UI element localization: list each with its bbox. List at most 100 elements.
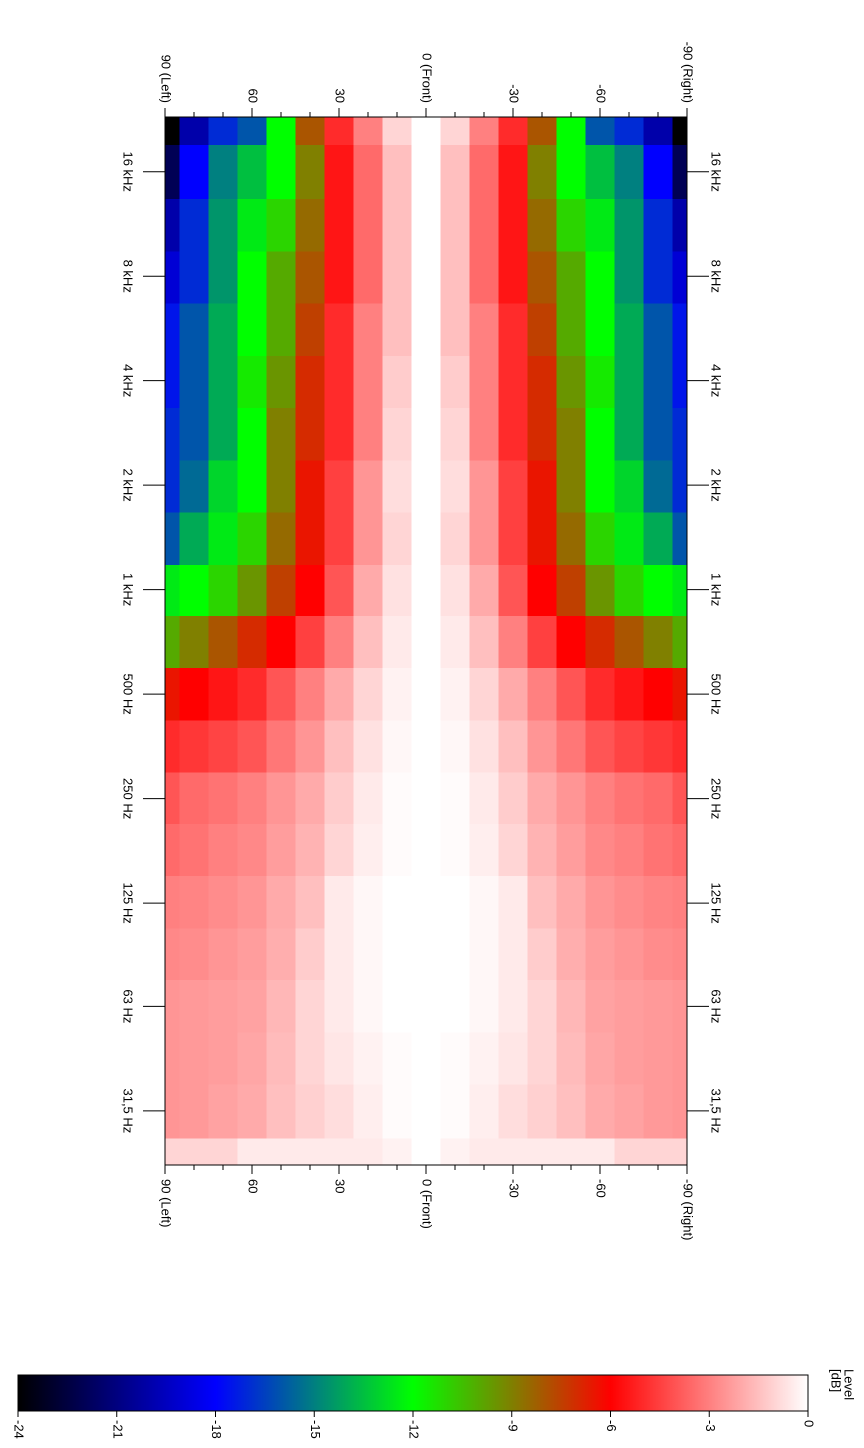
heat-cell [165,250,180,304]
heat-cell [295,355,325,409]
heat-cell [179,198,209,252]
heat-cell [411,117,441,145]
heat-cell [266,250,296,304]
heat-cell [266,144,296,200]
colorbar-tick-label: -18 [209,1420,224,1439]
heat-cell [179,875,209,929]
heat-cell [382,250,412,304]
heat-cell [165,198,180,252]
heat-cell [672,198,688,252]
heat-cell [440,198,470,252]
heat-cell [295,772,325,824]
heat-cell [527,823,557,877]
heat-cell [498,250,528,304]
heat-cell [672,875,688,929]
heat-cell [295,198,325,252]
heat-cell [440,117,470,145]
heat-cell [179,772,209,824]
heat-cell [585,117,615,145]
x-tick-label: 90 (Left) [159,1179,174,1227]
heat-cell [382,355,412,409]
heat-cell [295,823,325,877]
heat-cell [469,512,499,565]
heat-cell [237,927,267,981]
heat-cell [295,407,325,461]
heat-cell [208,512,238,565]
heat-cell [643,1084,673,1139]
heat-cell [324,875,354,929]
y-tick-label: 8 kHz [709,260,724,293]
heat-cell [411,250,441,304]
heat-cell [382,927,412,981]
heat-cell [237,615,267,669]
heat-cell [614,772,644,824]
heat-cell [672,719,688,773]
heat-cell [672,459,688,513]
heat-cell [324,667,354,721]
heat-cell [324,564,354,616]
x-tick-label: -60 [594,84,609,103]
heat-cell [179,303,209,356]
heat-cell [382,1084,412,1139]
heat-cell [469,1137,499,1166]
heat-cell [295,979,325,1033]
heat-cell [353,875,383,929]
heat-cell [469,979,499,1033]
y-tick-label: 63 Hz [709,989,724,1023]
heat-cell [440,564,470,616]
heat-cell [527,927,557,981]
heat-cell [527,772,557,824]
heat-cell [469,459,499,513]
heat-cell [556,355,586,409]
y-tick-label: 8 kHz [121,260,136,293]
y-tick-label: 500 Hz [709,674,724,715]
heat-cell [527,144,557,200]
heat-cell [527,407,557,461]
heat-cell [556,250,586,304]
heat-cell [614,303,644,356]
heat-cell [498,979,528,1033]
heat-cell [179,250,209,304]
heat-cell [382,512,412,565]
x-tick-label: 30 [333,1179,348,1193]
heat-cell [165,144,180,200]
heat-cell [266,772,296,824]
heat-cell [643,615,673,669]
heat-cell [353,144,383,200]
heat-cell [672,144,688,200]
colorbar-tick-label: -3 [703,1420,718,1432]
heat-cell [440,459,470,513]
heat-cell [556,512,586,565]
heat-cell [643,1137,673,1166]
heat-cell [469,198,499,252]
heat-cell [411,512,441,565]
heat-cell [411,979,441,1033]
heat-cell [672,1031,688,1085]
heat-cell [237,772,267,824]
heat-cell [266,875,296,929]
heat-cell [353,355,383,409]
heat-cell [324,198,354,252]
y-tick-label: 500 Hz [121,674,136,715]
heat-cell [324,250,354,304]
heat-cell [585,772,615,824]
heat-cell [498,564,528,616]
heat-cell [672,303,688,356]
heat-cell [527,303,557,356]
heat-cell [237,564,267,616]
heat-cell [440,512,470,565]
heat-cell [208,772,238,824]
heat-cell [585,667,615,721]
heat-cell [527,1137,557,1166]
heat-cell [208,1031,238,1085]
colorbar-tick-label: -9 [505,1420,520,1432]
heat-cell [266,927,296,981]
x-tick-label: -30 [507,1179,522,1198]
heat-cell [440,303,470,356]
heat-cell [208,355,238,409]
heat-cell [527,459,557,513]
heat-cell [469,1084,499,1139]
heat-cell [165,355,180,409]
heat-cell [179,144,209,200]
